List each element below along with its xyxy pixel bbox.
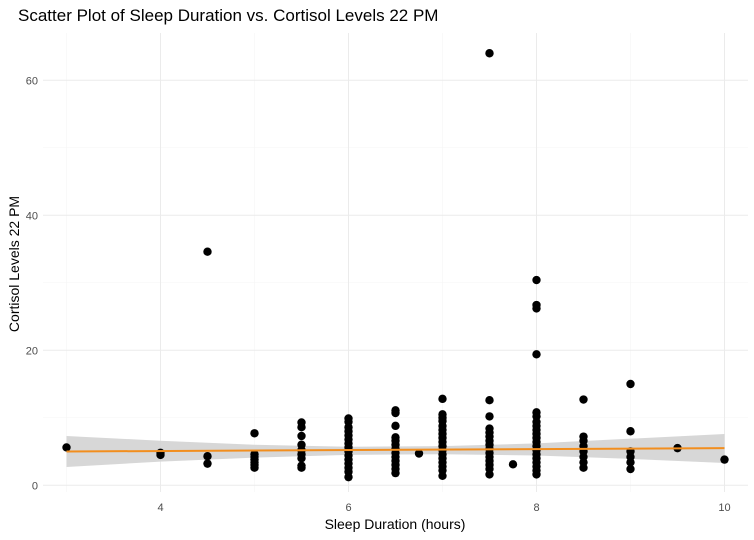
data-point (391, 421, 400, 431)
data-point (203, 452, 212, 461)
y-axis-title: Cortisol Levels 22 PM (6, 196, 22, 332)
data-point (532, 350, 541, 359)
data-point (156, 448, 165, 458)
data-point (626, 458, 635, 467)
data-point (297, 423, 306, 432)
data-point (414, 449, 424, 458)
data-point (579, 395, 588, 404)
data-point (250, 450, 259, 459)
y-tick-label: 0 (32, 480, 38, 492)
y-tick-label: 40 (26, 210, 38, 222)
data-point (391, 468, 400, 478)
x-tick-label: 4 (157, 502, 163, 514)
data-point (485, 49, 494, 58)
y-tick-labels: 0 20 40 60 (26, 75, 38, 492)
data-point (250, 429, 259, 438)
data-point (203, 247, 212, 256)
data-point (485, 470, 494, 479)
data-point (508, 460, 518, 469)
chart-title: Scatter Plot of Sleep Duration vs. Corti… (18, 6, 438, 25)
data-point (297, 463, 306, 472)
data-point (438, 394, 447, 404)
data-point (579, 463, 588, 472)
data-point (203, 459, 212, 468)
data-point (297, 454, 306, 463)
data-point (532, 304, 541, 313)
data-point (391, 408, 400, 418)
x-tick-label: 8 (533, 502, 539, 514)
data-points (62, 49, 729, 482)
data-point (344, 472, 353, 482)
data-point (297, 431, 306, 441)
data-point (626, 427, 635, 436)
data-point (485, 412, 494, 421)
y-tick-label: 60 (26, 75, 38, 87)
data-point (485, 396, 494, 405)
x-axis-title: Sleep Duration (hours) (325, 516, 466, 532)
y-tick-label: 20 (26, 345, 38, 357)
data-point (438, 471, 447, 480)
data-point (532, 470, 541, 479)
x-tick-label: 10 (718, 502, 730, 514)
regression-line (66, 447, 725, 453)
data-point (532, 275, 541, 285)
data-point (626, 379, 635, 389)
x-tick-labels: 4 6 8 10 (157, 502, 730, 514)
x-tick-label: 6 (345, 502, 351, 514)
data-point (62, 443, 71, 452)
data-point (720, 455, 729, 464)
trend-line (66, 447, 725, 453)
data-point (626, 464, 635, 474)
